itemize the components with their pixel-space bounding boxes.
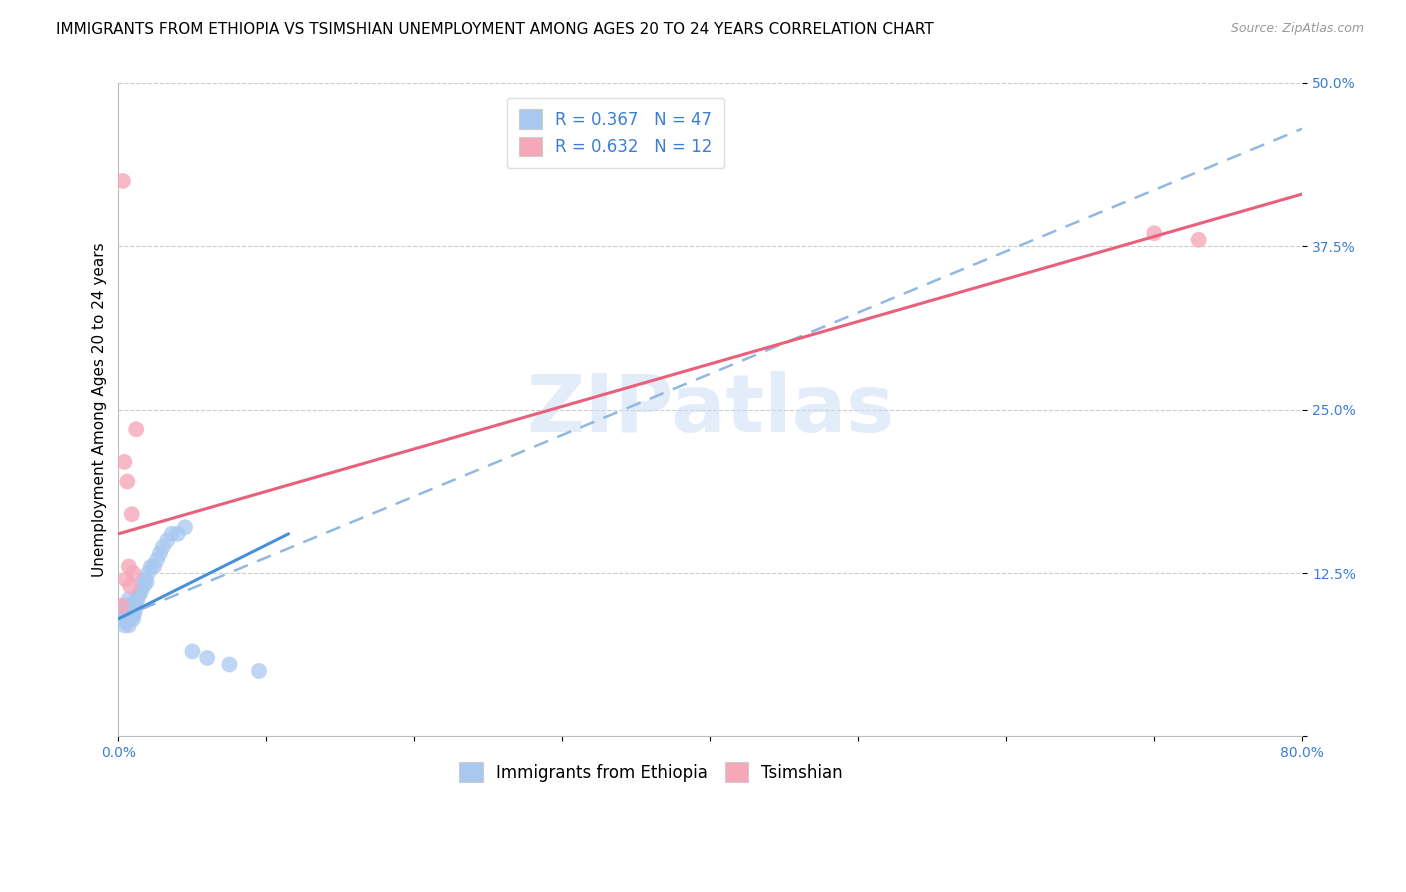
Point — [125, 599, 148, 613]
Point — [122, 612, 145, 626]
Point — [122, 605, 145, 619]
Point — [131, 575, 153, 590]
Point — [134, 573, 156, 587]
Point — [124, 599, 146, 613]
Point — [149, 546, 172, 560]
Point — [247, 664, 270, 678]
Point — [117, 612, 139, 626]
Point — [120, 605, 142, 619]
Point — [112, 455, 135, 469]
Point — [120, 599, 142, 613]
Point — [118, 592, 141, 607]
Point — [118, 618, 141, 632]
Point — [110, 599, 132, 613]
Point — [115, 615, 138, 629]
Point — [122, 566, 145, 580]
Point — [112, 605, 135, 619]
Point — [122, 599, 145, 613]
Point — [218, 657, 240, 672]
Point — [125, 592, 148, 607]
Point — [125, 422, 148, 436]
Point — [118, 605, 141, 619]
Point — [152, 540, 174, 554]
Text: Source: ZipAtlas.com: Source: ZipAtlas.com — [1230, 22, 1364, 36]
Point — [117, 599, 139, 613]
Point — [128, 585, 150, 599]
Point — [118, 559, 141, 574]
Point — [111, 599, 134, 613]
Text: IMMIGRANTS FROM ETHIOPIA VS TSIMSHIAN UNEMPLOYMENT AMONG AGES 20 TO 24 YEARS COR: IMMIGRANTS FROM ETHIOPIA VS TSIMSHIAN UN… — [56, 22, 934, 37]
Point — [136, 566, 159, 580]
Point — [139, 559, 162, 574]
Legend: Immigrants from Ethiopia, Tsimshian: Immigrants from Ethiopia, Tsimshian — [447, 751, 855, 793]
Point — [117, 605, 139, 619]
Point — [174, 520, 197, 534]
Point — [111, 612, 134, 626]
Point — [115, 573, 138, 587]
Point — [111, 174, 134, 188]
Point — [160, 526, 183, 541]
Point — [110, 605, 132, 619]
Point — [120, 612, 142, 626]
Y-axis label: Unemployment Among Ages 20 to 24 years: Unemployment Among Ages 20 to 24 years — [93, 243, 107, 577]
Point — [1143, 226, 1166, 240]
Point — [195, 651, 218, 665]
Point — [121, 507, 143, 521]
Point — [129, 585, 152, 599]
Point — [135, 575, 157, 590]
Point — [127, 592, 149, 607]
Point — [115, 599, 138, 613]
Point — [120, 579, 142, 593]
Point — [156, 533, 179, 548]
Point — [146, 553, 169, 567]
Point — [121, 609, 143, 624]
Point — [1188, 233, 1211, 247]
Point — [124, 605, 146, 619]
Point — [142, 559, 165, 574]
Point — [166, 526, 188, 541]
Point — [121, 601, 143, 615]
Point — [117, 475, 139, 489]
Point — [181, 644, 204, 658]
Point — [115, 605, 138, 619]
Point — [112, 618, 135, 632]
Text: ZIPatlas: ZIPatlas — [526, 371, 894, 449]
Point — [132, 579, 155, 593]
